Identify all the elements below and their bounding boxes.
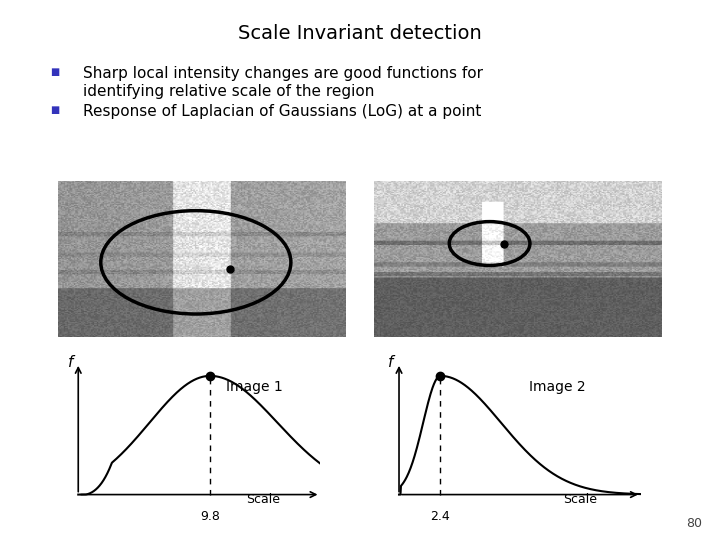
Text: Scale: Scale (563, 493, 597, 506)
Text: Image 1: Image 1 (226, 380, 283, 394)
Text: 80: 80 (686, 517, 702, 530)
Text: f: f (68, 355, 73, 370)
Text: f: f (388, 355, 393, 370)
Text: Image 2: Image 2 (528, 380, 585, 394)
Text: Sharp local intensity changes are good functions for: Sharp local intensity changes are good f… (83, 66, 483, 81)
Text: Scale: Scale (246, 493, 280, 506)
Text: Response of Laplacian of Gaussians (LoG) at a point: Response of Laplacian of Gaussians (LoG)… (83, 104, 481, 119)
Text: identifying relative scale of the region: identifying relative scale of the region (83, 84, 374, 99)
Text: ■: ■ (50, 105, 60, 116)
Text: ■: ■ (50, 68, 60, 78)
Text: Scale Invariant detection: Scale Invariant detection (238, 24, 482, 43)
